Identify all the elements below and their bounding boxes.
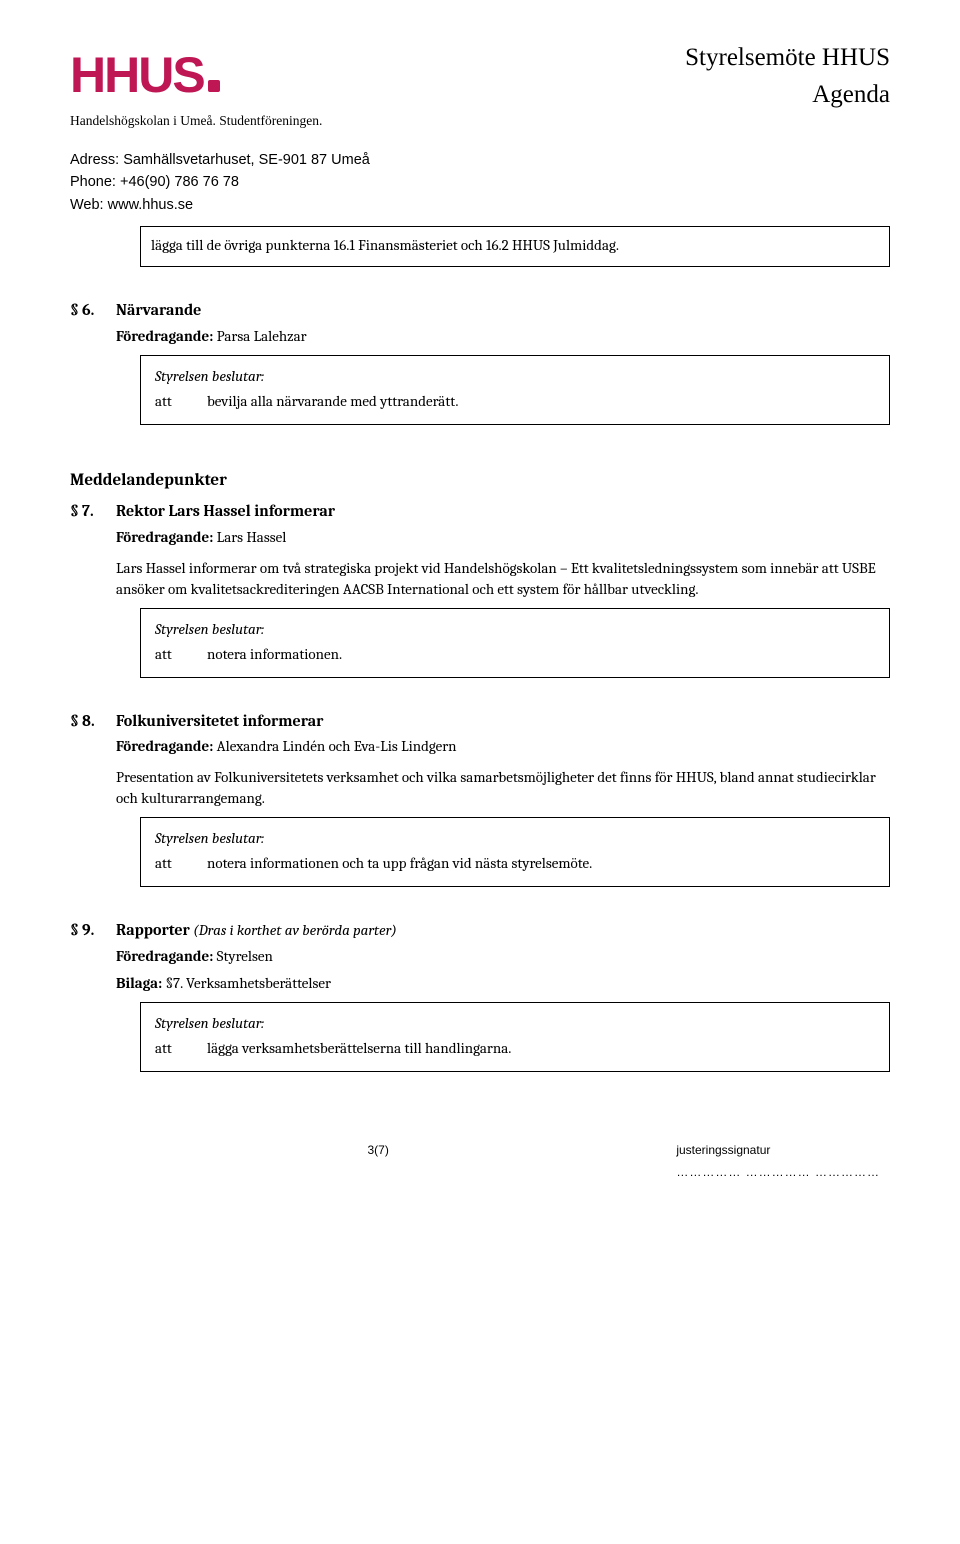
section-9: § 9. Rapporter (Dras i korthet av berörd… <box>70 919 890 1071</box>
section-6: § 6. Närvarande Föredragande: Parsa Lale… <box>70 299 890 424</box>
decision-text: notera informationen. <box>207 644 342 665</box>
presenter-value: Styrelsen <box>213 947 272 965</box>
address-value: Samhällsvetarhuset, SE-901 87 Umeå <box>119 152 370 168</box>
header-title-block: Styrelsemöte HHUS Agenda <box>685 40 890 112</box>
contact-address: Adress: Samhällsvetarhuset, SE-901 87 Um… <box>70 149 890 171</box>
decision-row: att notera informationen. <box>155 644 875 665</box>
section-8-decision-box: Styrelsen beslutar: att notera informati… <box>140 817 890 887</box>
bilaga-label: Bilaga: <box>116 974 162 992</box>
section-9-decision-box: Styrelsen beslutar: att lägga verksamhet… <box>140 1002 890 1072</box>
section-7-num: § 7. <box>70 500 106 522</box>
decision-heading: Styrelsen beslutar: <box>155 619 875 640</box>
section-9-title: Rapporter <box>116 921 190 939</box>
presenter-value: Parsa Lalehzar <box>213 327 306 345</box>
meddelandepunkter-heading: Meddelandepunkter <box>70 469 890 493</box>
decision-heading: Styrelsen beslutar: <box>155 828 875 849</box>
header-title-line1: Styrelsemöte HHUS <box>685 40 890 75</box>
sign-dots: …………… …………… …………… <box>676 1164 880 1181</box>
section-7-decision-box: Styrelsen beslutar: att notera informati… <box>140 608 890 678</box>
section-8-heading: § 8. Folkuniversitetet informerar <box>70 710 890 732</box>
web-value: www.hhus.se <box>104 197 193 213</box>
section-9-bilaga: Bilaga: §7. Verksamhetsberättelser <box>116 973 890 994</box>
section-7-presenter: Föredragande: Lars Hassel <box>116 527 890 548</box>
presenter-label: Föredragande: <box>116 327 213 345</box>
logo: HHUS <box>70 40 322 110</box>
intro-box-text: lägga till de övriga punkterna 16.1 Fina… <box>151 235 879 256</box>
decision-row: att lägga verksamhetsberättelserna till … <box>155 1038 875 1059</box>
section-6-num: § 6. <box>70 299 106 321</box>
presenter-label: Föredragande: <box>116 947 213 965</box>
section-7-body: Lars Hassel informerar om två strategisk… <box>116 558 890 600</box>
phone-label: Phone: <box>70 174 116 190</box>
section-8-body: Presentation av Folkuniversitetets verks… <box>116 767 890 809</box>
section-6-title: Närvarande <box>116 299 201 321</box>
header-title-line2: Agenda <box>685 77 890 112</box>
contact-web: Web: www.hhus.se <box>70 194 890 216</box>
page-number: 3(7) <box>367 1142 388 1182</box>
decision-text: notera informationen och ta upp frågan v… <box>207 853 592 874</box>
section-7-heading: § 7. Rektor Lars Hassel informerar <box>70 500 890 522</box>
section-8-title: Folkuniversitetet informerar <box>116 710 323 732</box>
section-6-heading: § 6. Närvarande <box>70 299 890 321</box>
section-8-num: § 8. <box>70 710 106 732</box>
page-header: HHUS Handelshögskolan i Umeå. Studentför… <box>70 40 890 131</box>
section-8: § 8. Folkuniversitetet informerar Föredr… <box>70 710 890 887</box>
web-label: Web: <box>70 197 104 213</box>
decision-att: att <box>155 391 183 412</box>
logo-dot-icon <box>208 80 220 92</box>
page-footer: 3(7) justeringssignatur …………… …………… …………… <box>70 1142 890 1182</box>
sign-label: justeringssignatur <box>676 1142 880 1159</box>
section-6-decision-box: Styrelsen beslutar: att bevilja alla när… <box>140 355 890 425</box>
section-9-heading: § 9. Rapporter (Dras i korthet av berörd… <box>70 919 890 941</box>
logo-block: HHUS Handelshögskolan i Umeå. Studentför… <box>70 40 322 131</box>
address-label: Adress: <box>70 152 119 168</box>
section-9-num: § 9. <box>70 919 106 941</box>
section-8-presenter: Föredragande: Alexandra Lindén och Eva-L… <box>116 736 890 757</box>
intro-decision-box: lägga till de övriga punkterna 16.1 Fina… <box>140 226 890 267</box>
decision-row: att bevilja alla närvarande med yttrande… <box>155 391 875 412</box>
decision-row: att notera informationen och ta upp fråg… <box>155 853 875 874</box>
presenter-value: Lars Hassel <box>213 528 286 546</box>
logo-subline: Handelshögskolan i Umeå. Studentförening… <box>70 112 322 131</box>
section-9-presenter: Föredragande: Styrelsen <box>116 946 890 967</box>
decision-att: att <box>155 1038 183 1059</box>
section-7: § 7. Rektor Lars Hassel informerar Föred… <box>70 500 890 677</box>
section-7-title: Rektor Lars Hassel informerar <box>116 500 335 522</box>
decision-text: lägga verksamhetsberättelserna till hand… <box>207 1038 511 1059</box>
contact-phone: Phone: +46(90) 786 76 78 <box>70 171 890 193</box>
section-6-presenter: Föredragande: Parsa Lalehzar <box>116 326 890 347</box>
bilaga-value: §7. Verksamhetsberättelser <box>162 974 331 992</box>
presenter-label: Föredragande: <box>116 528 213 546</box>
phone-value: +46(90) 786 76 78 <box>116 174 239 190</box>
footer-sign-block: justeringssignatur …………… …………… …………… <box>676 1142 880 1182</box>
contact-block: Adress: Samhällsvetarhuset, SE-901 87 Um… <box>70 149 890 216</box>
presenter-label: Föredragande: <box>116 737 213 755</box>
decision-text: bevilja alla närvarande med yttranderätt… <box>207 391 458 412</box>
decision-att: att <box>155 644 183 665</box>
section-9-title-italic: (Dras i korthet av berörda parter) <box>190 921 397 939</box>
section-9-title-wrap: Rapporter (Dras i korthet av berörda par… <box>116 919 397 941</box>
presenter-value: Alexandra Lindén och Eva-Lis Lindgern <box>213 737 456 755</box>
decision-att: att <box>155 853 183 874</box>
decision-heading: Styrelsen beslutar: <box>155 1013 875 1034</box>
logo-text: HHUS <box>70 40 204 110</box>
decision-heading: Styrelsen beslutar: <box>155 366 875 387</box>
